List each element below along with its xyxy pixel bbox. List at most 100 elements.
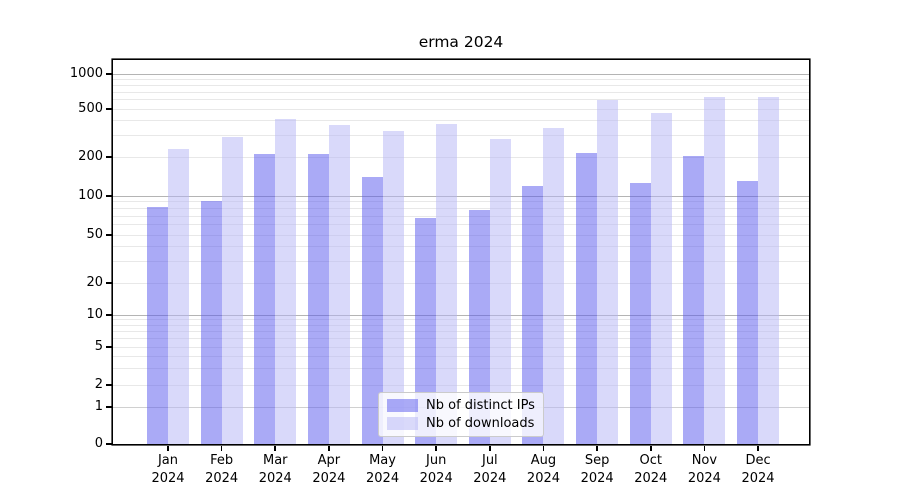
gridline-minor <box>113 215 809 217</box>
bar-distinct-ips-aug <box>522 185 544 444</box>
y-tick-mark <box>106 195 113 197</box>
x-tick-label: Apr 2024 <box>312 453 346 486</box>
bar-downloads-oct <box>650 112 672 444</box>
gridline-minor <box>113 78 809 80</box>
chart-title: erma 2024 <box>418 33 504 51</box>
legend-label-distinct-ips: Nb of distinct IPs <box>426 398 535 413</box>
bar-distinct-ips-oct <box>629 182 651 444</box>
gridline-major <box>113 195 809 197</box>
x-tick-label: Oct 2024 <box>634 453 668 486</box>
x-tick-mark <box>220 446 223 451</box>
y-tick-mark <box>106 108 113 110</box>
bar-distinct-ips-nov <box>683 155 705 444</box>
x-tick-label: Mar 2024 <box>258 453 292 486</box>
y-tick-label: 2 <box>94 377 103 392</box>
x-tick-label: Nov 2024 <box>687 453 721 486</box>
gridline-minor <box>113 338 809 340</box>
gridline-minor <box>113 224 809 226</box>
gridline-minor <box>113 261 809 263</box>
bar-distinct-ips-mar <box>254 154 276 444</box>
y-tick-label: 200 <box>78 149 103 164</box>
bar-downloads-jul <box>489 139 511 444</box>
bar-downloads-mar <box>275 119 297 444</box>
x-tick-mark <box>542 446 545 451</box>
x-tick-mark <box>167 446 169 451</box>
bar-distinct-ips-may <box>361 177 383 444</box>
bar-downloads-may <box>382 130 404 444</box>
gridline-minor <box>113 330 809 332</box>
gridline-minor <box>113 156 809 158</box>
x-tick-label: Aug 2024 <box>526 453 561 486</box>
bar-downloads-aug <box>543 127 565 444</box>
gridline-minor <box>113 201 809 203</box>
y-tick-label: 5 <box>94 339 103 354</box>
gridline-minor <box>113 324 809 326</box>
y-tick-mark <box>106 314 113 316</box>
bar-distinct-ips-jun <box>415 217 437 444</box>
gridline-minor <box>113 384 809 386</box>
bar-downloads-jan <box>168 148 189 444</box>
y-tick-mark <box>106 384 113 386</box>
x-tick-label: Jul 2024 <box>473 453 507 486</box>
gridline-minor <box>113 246 809 248</box>
x-tick-label: Feb 2024 <box>205 453 239 486</box>
bar-distinct-ips-jan <box>147 207 168 444</box>
bar-distinct-ips-feb <box>200 200 222 444</box>
bar-downloads-nov <box>704 96 726 444</box>
gridline-minor <box>113 346 809 348</box>
gridline-minor <box>113 135 809 137</box>
y-tick-mark <box>106 234 113 236</box>
y-tick-mark <box>106 443 113 445</box>
y-tick-label: 20 <box>86 275 103 290</box>
gridline-minor <box>113 208 809 210</box>
legend: Nb of distinct IPs Nb of downloads <box>378 392 544 437</box>
gridline-major <box>113 73 809 75</box>
y-tick-mark <box>106 282 113 284</box>
y-tick-label: 1000 <box>69 66 103 81</box>
x-tick-label: Dec 2024 <box>741 453 775 486</box>
x-tick-label: Sep 2024 <box>580 453 614 486</box>
bar-downloads-feb <box>221 136 243 444</box>
gridline-minor <box>113 99 809 101</box>
gridline-minor <box>113 282 809 284</box>
x-tick-mark <box>435 446 437 451</box>
bar-downloads-jun <box>436 124 458 444</box>
y-tick-mark <box>106 156 113 158</box>
gridline-minor <box>113 355 809 357</box>
bar-downloads-apr <box>328 124 350 444</box>
y-tick-label: 10 <box>86 307 103 322</box>
x-tick-mark <box>596 446 598 451</box>
gridline-minor <box>113 84 809 86</box>
gridline-minor <box>113 234 809 236</box>
legend-swatch-downloads <box>387 417 418 430</box>
x-tick-mark <box>489 446 491 451</box>
legend-item-downloads: Nb of downloads <box>387 416 535 431</box>
bar-downloads-sep <box>597 99 619 444</box>
gridline-minor <box>113 91 809 93</box>
x-tick-mark <box>757 446 759 451</box>
bar-distinct-ips-apr <box>307 154 329 444</box>
y-tick-label: 500 <box>78 101 103 116</box>
y-tick-label: 1 <box>94 399 103 414</box>
bar-distinct-ips-sep <box>576 153 598 444</box>
bar-distinct-ips-jul <box>468 209 490 444</box>
y-tick-mark <box>106 346 113 348</box>
x-tick-label: Jun 2024 <box>419 453 453 486</box>
x-tick-mark <box>328 446 330 451</box>
gridline-minor <box>113 367 809 369</box>
gridline-minor <box>113 120 809 122</box>
y-tick-mark <box>106 73 113 75</box>
x-tick-label: Jan 2024 <box>151 453 185 486</box>
gridline-major <box>113 314 809 316</box>
gridline-minor <box>113 108 809 110</box>
y-tick-label: 50 <box>86 227 103 242</box>
plot-area <box>113 60 809 444</box>
y-tick-mark <box>106 406 113 408</box>
bar-downloads-dec <box>758 96 780 444</box>
legend-swatch-distinct-ips <box>387 399 418 412</box>
y-tick-label: 0 <box>94 436 103 451</box>
x-tick-mark <box>381 446 384 451</box>
x-tick-mark <box>649 446 652 451</box>
bar-distinct-ips-dec <box>737 181 759 444</box>
